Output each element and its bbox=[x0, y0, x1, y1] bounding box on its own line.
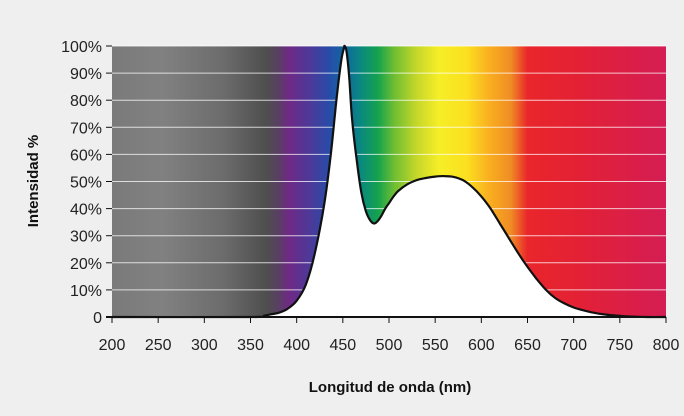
x-tick-label: 400 bbox=[283, 337, 310, 354]
y-tick-label: 30% bbox=[70, 229, 102, 246]
y-tick-label: 70% bbox=[70, 120, 102, 137]
y-tick-label: 0 bbox=[93, 310, 102, 327]
x-tick-label: 300 bbox=[191, 337, 218, 354]
y-tick-label: 20% bbox=[70, 256, 102, 273]
y-tick-label: 80% bbox=[70, 93, 102, 110]
y-tick-label: 100% bbox=[61, 39, 102, 56]
x-axis-title: Longitud de onda (nm) bbox=[309, 379, 471, 396]
x-tick-label: 450 bbox=[329, 337, 356, 354]
x-tick-label: 700 bbox=[560, 337, 587, 354]
y-tick-label: 60% bbox=[70, 147, 102, 164]
x-tick-label: 650 bbox=[514, 337, 541, 354]
y-tick-label: 10% bbox=[70, 283, 102, 300]
y-axis-title: Intensidad % bbox=[25, 135, 42, 228]
y-tick-label: 90% bbox=[70, 66, 102, 83]
y-tick-label: 40% bbox=[70, 202, 102, 219]
x-tick-label: 800 bbox=[653, 337, 680, 354]
y-axis-ticks: 0 10% 20% 30% 40% 50% 60% 70% 80% 90% 100% bbox=[61, 39, 112, 327]
x-tick-label: 200 bbox=[99, 337, 126, 354]
x-tick-label: 600 bbox=[468, 337, 495, 354]
x-axis-ticks: 200 250 300 350 400 450 500 550 600 650 700 750 800 bbox=[99, 317, 680, 354]
x-tick-label: 750 bbox=[606, 337, 633, 354]
x-tick-label: 350 bbox=[237, 337, 264, 354]
spectrum-line bbox=[111, 44, 667, 319]
x-tick-label: 500 bbox=[376, 337, 403, 354]
spectrum-area bbox=[112, 45, 666, 318]
y-tick-label: 50% bbox=[70, 175, 102, 192]
x-tick-label: 550 bbox=[422, 337, 449, 354]
x-tick-label: 250 bbox=[145, 337, 172, 354]
